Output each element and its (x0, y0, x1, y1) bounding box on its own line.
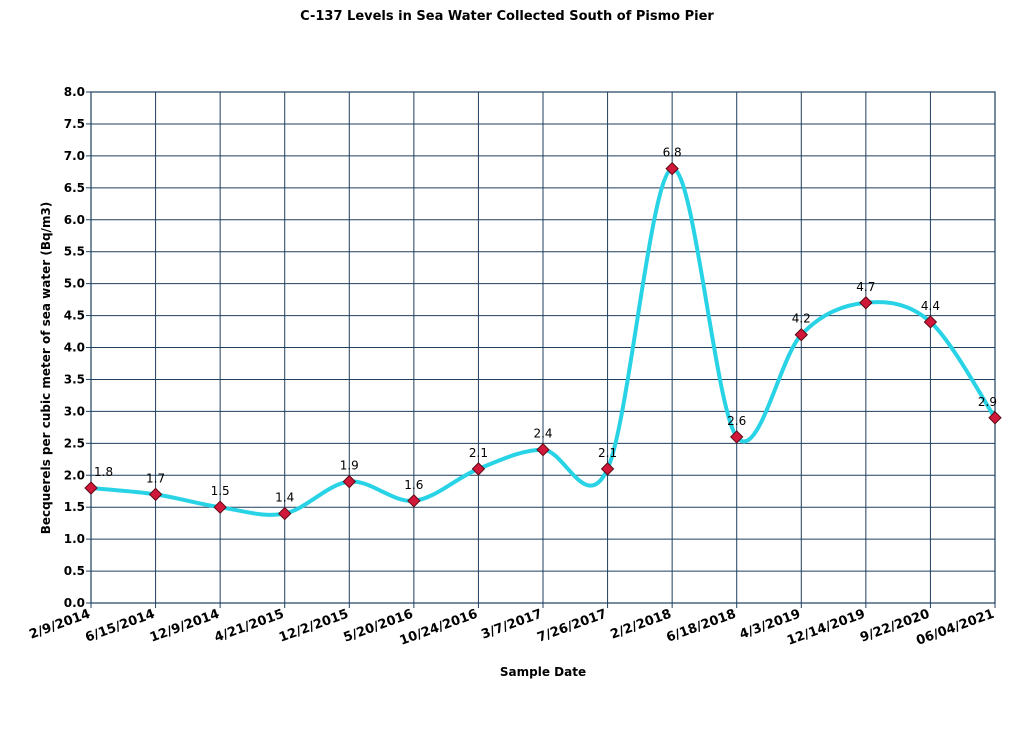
y-tick-label: 7.0 (64, 149, 85, 163)
y-tick-label: 1.5 (64, 500, 85, 514)
y-tick-label: 3.5 (64, 372, 85, 386)
y-tick-label: 8.0 (64, 85, 85, 99)
chart-title: C-137 Levels in Sea Water Collected Sout… (300, 9, 714, 24)
data-point-marker (665, 161, 679, 176)
x-axis-ticks: 2/9/20146/15/201412/9/20144/21/201512/2/… (27, 603, 996, 649)
data-point-marker (278, 506, 292, 521)
data-label: 2.1 (598, 446, 617, 460)
x-tick-label: 2/9/2014 (27, 607, 92, 643)
data-label: 2.1 (469, 446, 488, 460)
y-axis-label: Becquerels per cubic meter of sea water … (39, 202, 53, 535)
y-tick-label: 0.5 (64, 564, 85, 578)
y-tick-label: 2.5 (64, 436, 85, 450)
y-tick-label: 2.0 (64, 468, 85, 482)
data-label: 1.7 (146, 471, 165, 485)
data-point-marker (407, 494, 421, 508)
x-tick-label: 7/26/2017 (535, 607, 609, 646)
data-label: 6.8 (663, 146, 682, 160)
x-axis-label: Sample Date (500, 665, 586, 679)
data-label: 2.9 (978, 395, 997, 409)
data-label: 2.4 (533, 427, 552, 441)
data-label: 4.4 (921, 299, 940, 313)
x-tick-label: 6/18/2018 (665, 607, 739, 646)
data-point-marker (471, 462, 486, 476)
y-tick-label: 0.0 (64, 596, 85, 610)
data-label: 4.7 (856, 280, 875, 294)
data-point-marker (213, 500, 227, 514)
y-tick-label: 4.5 (64, 309, 85, 323)
x-tick-label: 4/21/2015 (213, 607, 287, 646)
data-label: 2.6 (727, 414, 746, 428)
data-label: 1.8 (94, 465, 113, 479)
data-label: 1.4 (275, 491, 294, 505)
x-tick-label: 6/15/2014 (83, 607, 157, 646)
data-point-marker (923, 315, 938, 329)
data-point-marker (84, 481, 98, 495)
data-point-marker (536, 442, 550, 457)
grid (90, 91, 996, 604)
y-tick-label: 1.0 (64, 532, 85, 546)
y-axis-ticks: 0.0 0.5 1.0 1.5 2.0 2.5 3.0 3.5 4.0 4.5 5.0 5.5 6.0 6… (64, 85, 91, 610)
y-tick-label: 5.5 (64, 245, 85, 259)
data-labels: 1.8 1.7 1.5 1.4 1.9 1.6 2.1 2.4 2.1 6.8 2.6 4.2 4.7 4… (94, 146, 997, 505)
y-tick-label: 5.0 (64, 277, 85, 291)
data-markers (84, 161, 1002, 521)
data-point-marker (859, 296, 873, 310)
data-label: 4.2 (792, 312, 811, 326)
data-point-marker (342, 474, 356, 489)
data-point-marker (148, 487, 163, 502)
data-point-marker (794, 328, 808, 342)
x-tick-label: 2/2/2018 (608, 607, 673, 643)
x-tick-label: 3/7/2017 (479, 607, 544, 643)
y-tick-label: 6.0 (64, 213, 85, 227)
y-tick-label: 3.0 (64, 404, 85, 418)
data-point-marker (600, 462, 615, 476)
data-label: 1.6 (404, 478, 423, 492)
data-point-marker (730, 430, 744, 444)
y-tick-label: 7.5 (64, 117, 85, 131)
x-tick-label: 12/9/2014 (148, 607, 222, 646)
data-label: 1.9 (340, 459, 359, 473)
x-tick-label: 12/2/2015 (277, 607, 351, 646)
data-point-marker (988, 411, 1002, 425)
y-tick-label: 4.0 (64, 341, 85, 355)
data-label: 1.5 (211, 484, 230, 498)
y-tick-label: 6.5 (64, 181, 85, 195)
